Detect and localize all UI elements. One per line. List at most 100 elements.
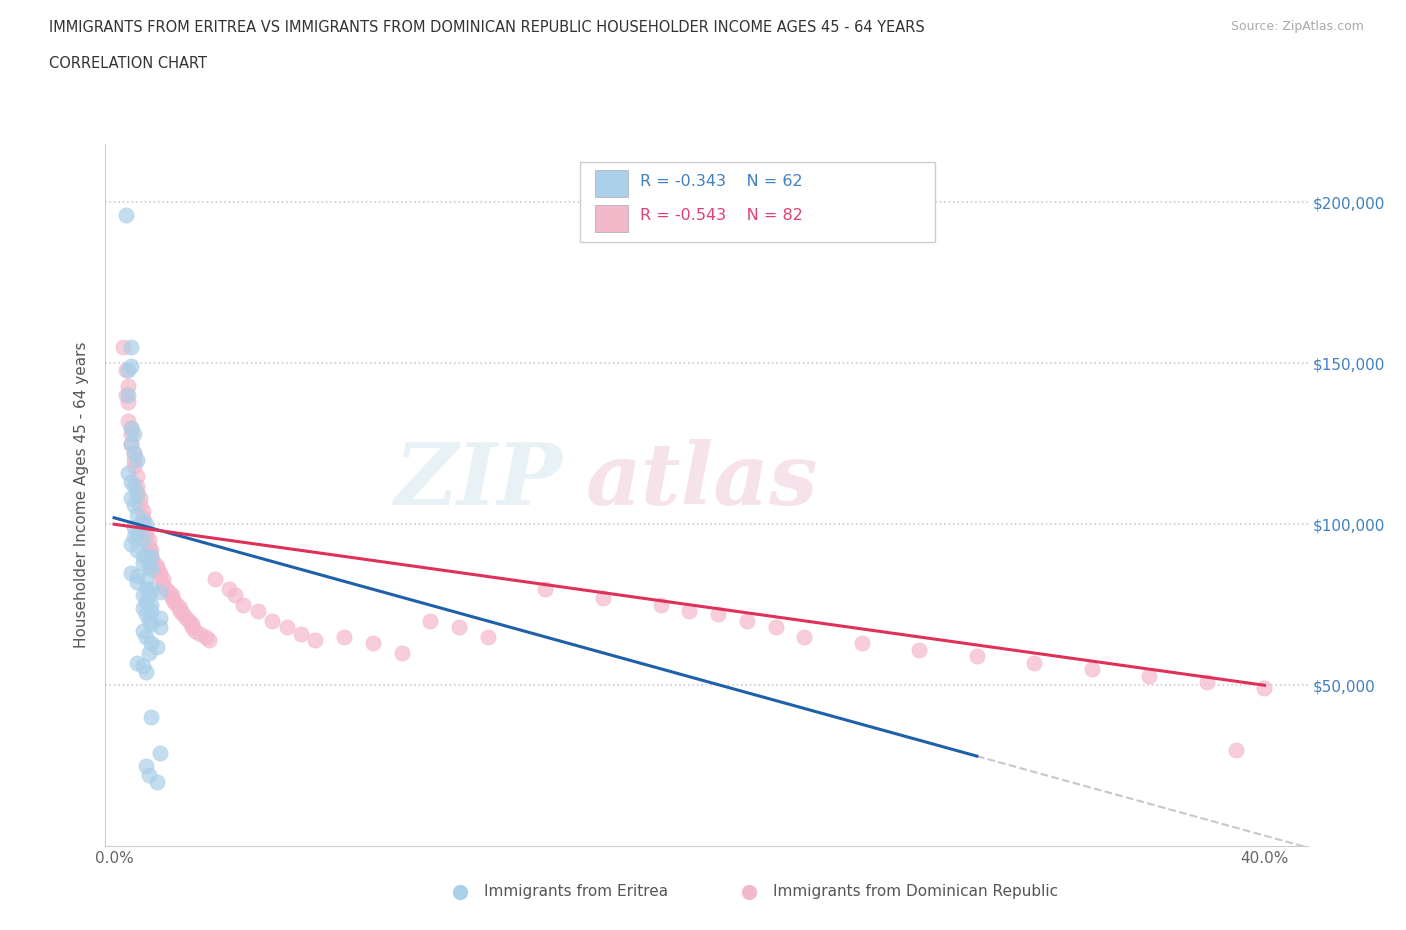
Point [127,469,149,484]
Point [132,549,155,564]
Point [333,630,356,644]
Point [166,597,188,612]
Point [122,427,145,442]
Point [120,536,142,551]
Point [198,632,221,647]
Point [132,533,155,548]
Point [122,478,145,493]
Point [1195,674,1218,689]
Point [135,572,157,587]
Point [122,458,145,473]
Point [183,623,205,638]
Point [127,478,149,493]
Point [177,614,200,629]
Point [149,568,172,583]
Point [122,445,145,460]
Point [195,630,218,644]
Point [224,588,246,603]
Point [966,649,988,664]
Point [135,607,157,622]
Point [132,623,155,638]
Point [141,549,163,564]
Point [122,445,145,460]
Point [180,619,202,634]
Point [141,581,163,596]
FancyBboxPatch shape [595,206,628,232]
Text: ZIP: ZIP [395,440,562,523]
Point [120,565,142,580]
Point [180,617,202,631]
Point [1081,662,1104,677]
Point [120,475,142,490]
Point [122,498,145,512]
Point [304,632,326,647]
Point [132,658,155,673]
Point [218,581,240,596]
Text: CORRELATION CHART: CORRELATION CHART [49,56,207,71]
Point [141,597,163,612]
Point [114,362,136,377]
Point [169,604,191,618]
Point [141,562,163,577]
Point [135,594,157,609]
Point [114,388,136,403]
Point [908,643,931,658]
Point [120,420,142,435]
Point [132,504,155,519]
Point [117,394,139,409]
Point [129,498,152,512]
Point [650,597,672,612]
Point [163,594,186,609]
Point [132,588,155,603]
Point [143,555,166,570]
Point [146,639,169,654]
Point [152,578,174,592]
Point [120,339,142,354]
Point [135,530,157,545]
Text: Immigrants from Eritrea: Immigrants from Eritrea [484,884,668,899]
Point [157,584,180,599]
Point [149,619,172,634]
Point [534,581,557,596]
Point [138,533,160,548]
Point [122,530,145,545]
Point [132,511,155,525]
Point [138,614,160,629]
Point [127,542,149,557]
Point [152,572,174,587]
Point [276,619,298,634]
Point [117,465,139,480]
Point [793,630,815,644]
Text: Source: ZipAtlas.com: Source: ZipAtlas.com [1230,20,1364,33]
Point [122,520,145,535]
Text: R = -0.543    N = 82: R = -0.543 N = 82 [640,208,803,223]
Point [160,588,183,603]
Point [111,339,134,354]
Point [169,601,191,616]
Point [138,539,160,554]
Text: atlas: atlas [586,440,818,523]
Point [141,542,163,557]
Point [172,607,194,622]
FancyBboxPatch shape [595,170,628,197]
Point [117,362,139,377]
Point [135,630,157,644]
Point [138,768,160,783]
Point [707,607,730,622]
Point [149,584,172,599]
Y-axis label: Householder Income Ages 45 - 64 years: Householder Income Ages 45 - 64 years [75,342,90,648]
Point [419,614,441,629]
Point [117,414,139,429]
Point [120,436,142,451]
Point [146,559,169,574]
Point [135,517,157,532]
Point [141,617,163,631]
Point [765,619,787,634]
Point [735,614,758,629]
Point [141,710,163,724]
Point [141,604,163,618]
Point [132,601,155,616]
Point [127,452,149,467]
FancyBboxPatch shape [581,162,935,243]
Point [138,559,160,574]
